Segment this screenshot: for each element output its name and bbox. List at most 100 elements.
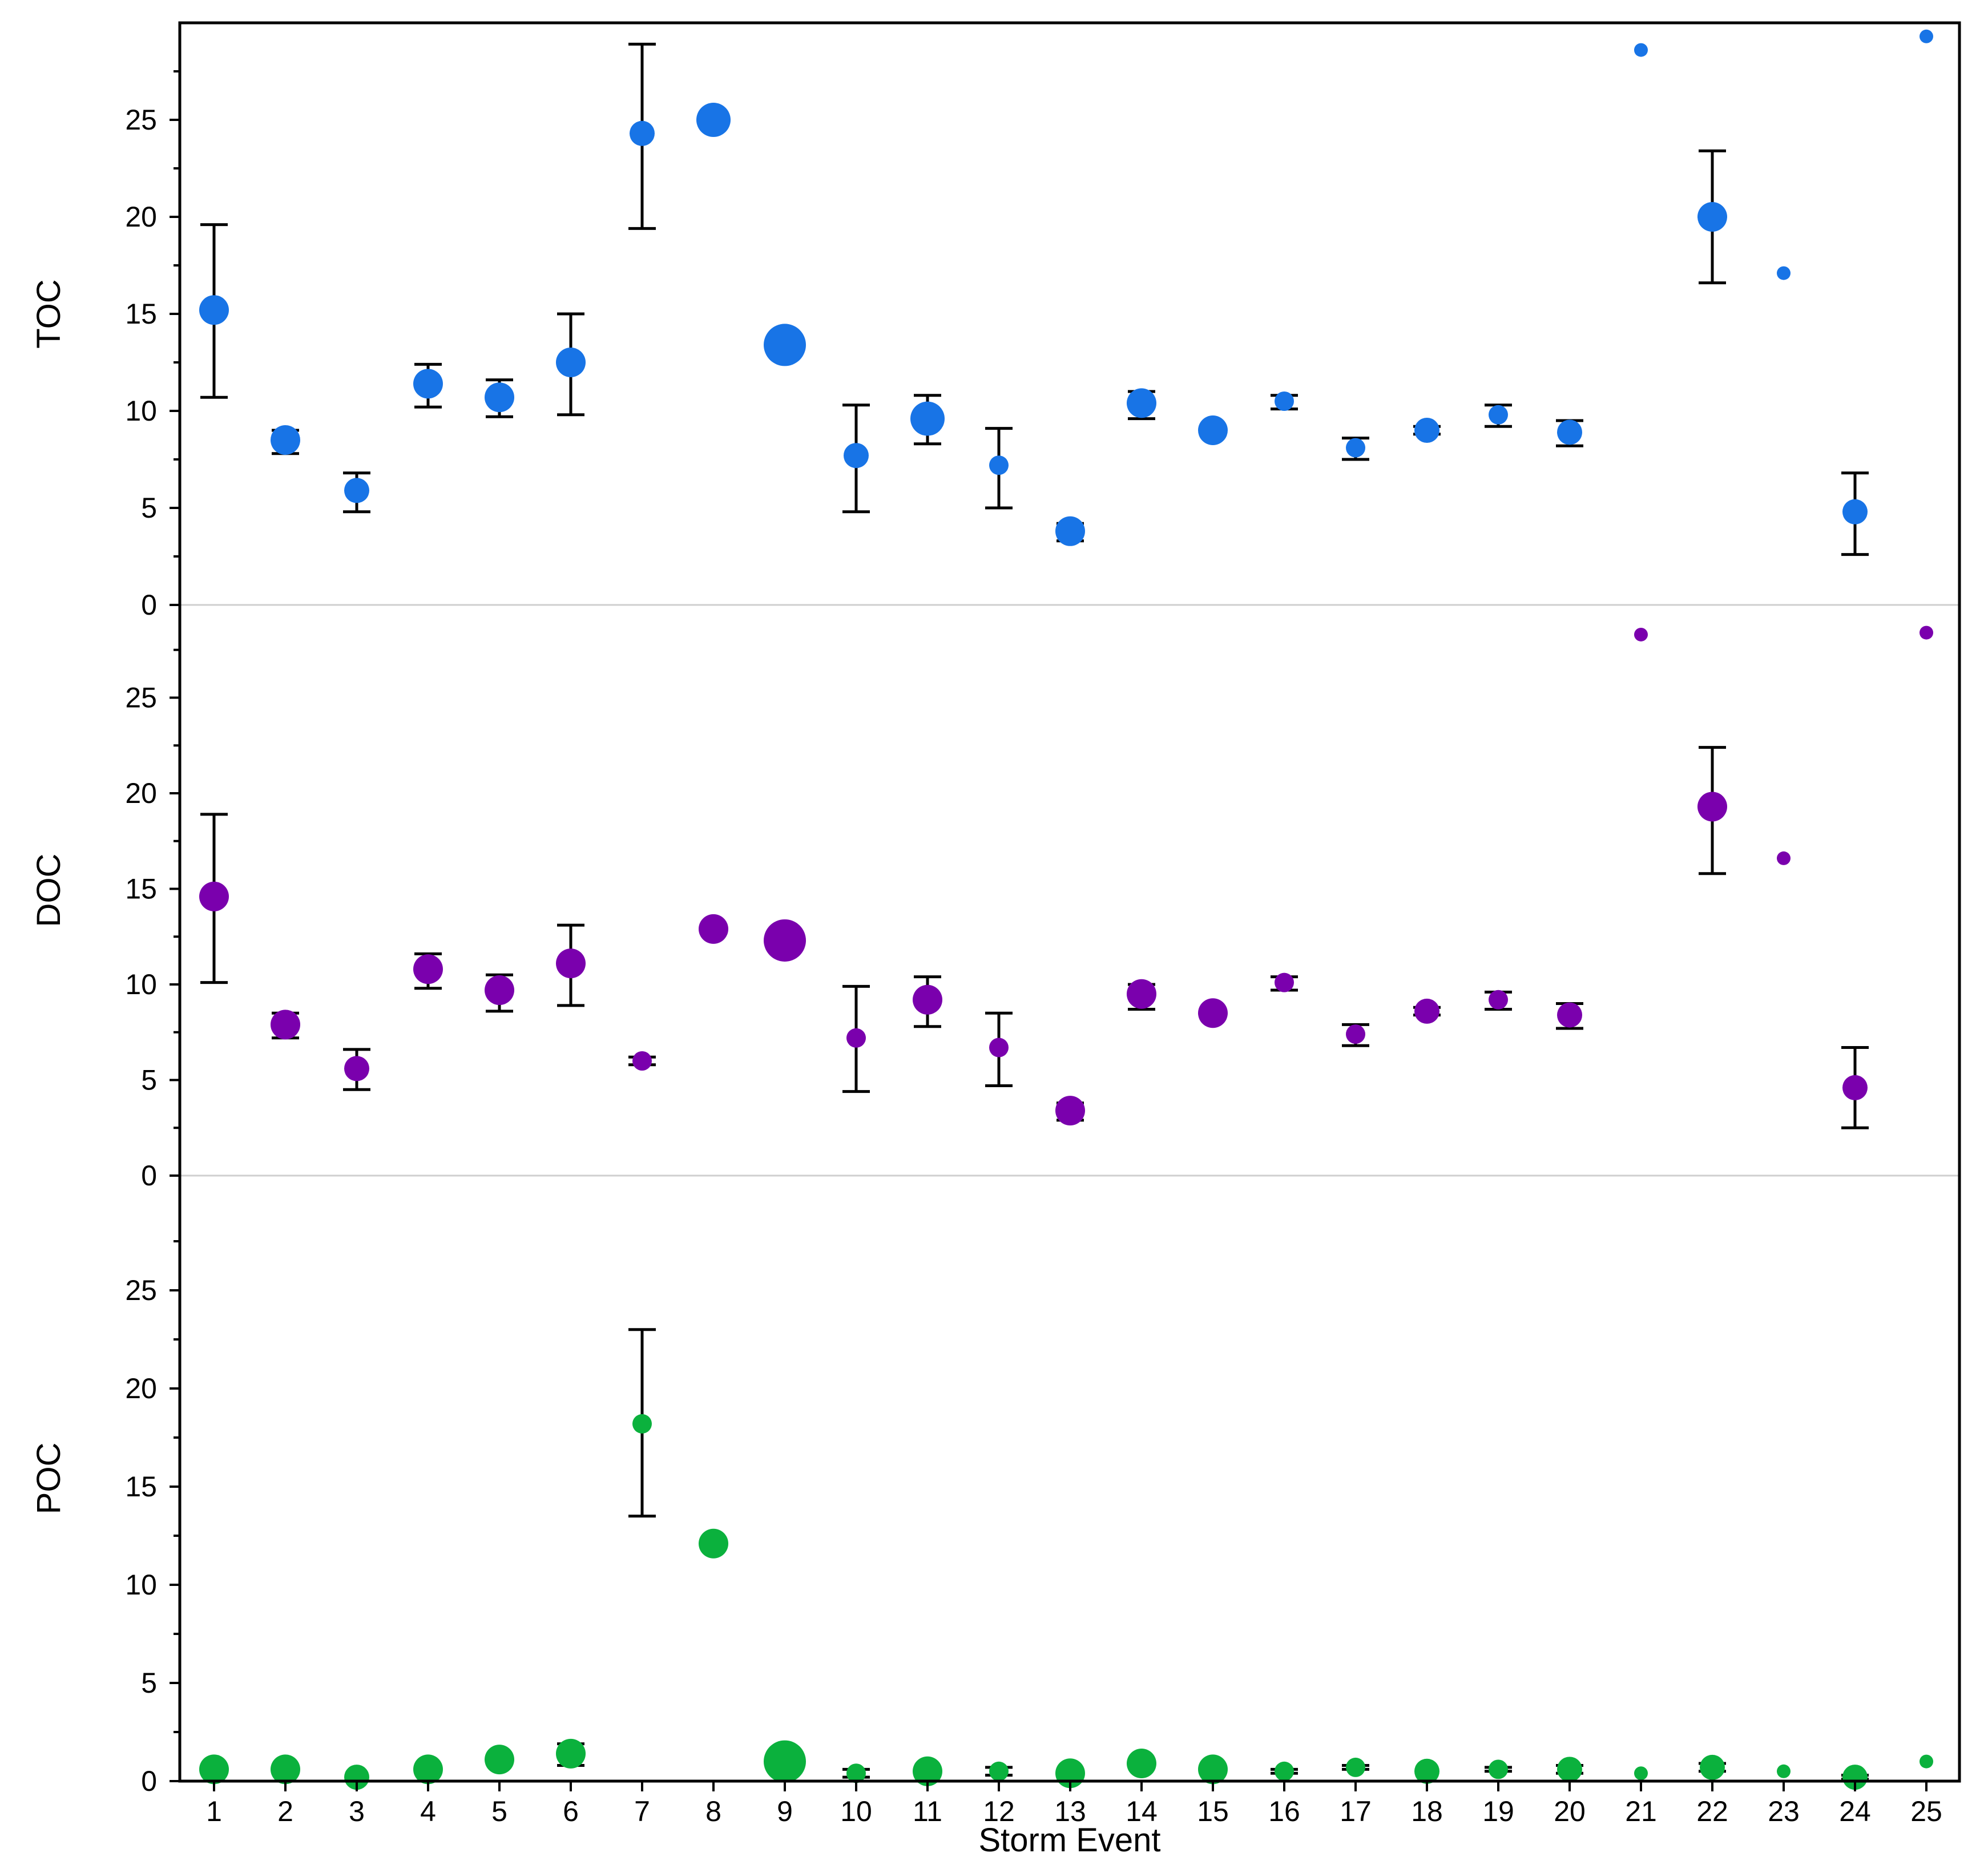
doc-point bbox=[271, 1010, 300, 1040]
toc-point bbox=[1557, 419, 1582, 445]
doc-y-tick-label: 15 bbox=[125, 873, 157, 905]
poc-point bbox=[699, 1528, 728, 1559]
poc-point bbox=[846, 1763, 866, 1783]
toc-point bbox=[989, 455, 1009, 475]
toc-point bbox=[1777, 266, 1791, 280]
doc-point bbox=[1275, 972, 1294, 992]
doc-point bbox=[1920, 625, 1933, 640]
poc-y-tick-label: 0 bbox=[141, 1765, 157, 1797]
poc-point bbox=[413, 1754, 443, 1785]
x-tick-label: 12 bbox=[983, 1795, 1015, 1827]
poc-point bbox=[1275, 1761, 1294, 1781]
toc-point bbox=[1920, 29, 1933, 43]
poc-point bbox=[1777, 1764, 1791, 1778]
poc-point bbox=[485, 1745, 514, 1775]
toc-point bbox=[344, 478, 369, 503]
x-tick-label: 23 bbox=[1768, 1795, 1800, 1827]
poc-point bbox=[1414, 1758, 1439, 1784]
toc-point bbox=[1697, 202, 1727, 232]
doc-point bbox=[913, 984, 942, 1015]
poc-y-tick-label: 10 bbox=[125, 1569, 157, 1601]
toc-point bbox=[764, 324, 806, 366]
poc-y-tick-label: 25 bbox=[125, 1274, 157, 1306]
poc-y-tick-label: 5 bbox=[141, 1667, 157, 1699]
toc-point bbox=[1489, 405, 1508, 425]
toc-y-tick-label: 20 bbox=[125, 201, 157, 233]
x-tick-label: 13 bbox=[1054, 1795, 1086, 1827]
doc-point bbox=[485, 975, 514, 1006]
x-tick-label: 16 bbox=[1268, 1795, 1300, 1827]
doc-point bbox=[1634, 627, 1648, 641]
poc-point bbox=[989, 1761, 1009, 1781]
poc-y-tick-label: 15 bbox=[125, 1471, 157, 1503]
doc-point bbox=[344, 1056, 369, 1081]
doc-point bbox=[764, 919, 806, 962]
toc-point bbox=[1414, 418, 1439, 443]
doc-point bbox=[846, 1028, 866, 1048]
poc-point bbox=[913, 1756, 942, 1786]
poc-point bbox=[1634, 1766, 1648, 1781]
x-tick-label: 15 bbox=[1197, 1795, 1229, 1827]
doc-point bbox=[1489, 990, 1508, 1010]
x-tick-label: 22 bbox=[1696, 1795, 1728, 1827]
poc-point bbox=[1346, 1757, 1365, 1777]
poc-y-tick-label: 20 bbox=[125, 1373, 157, 1404]
poc-point bbox=[199, 1754, 229, 1785]
poc-point bbox=[632, 1414, 652, 1434]
x-axis-title: Storm Event bbox=[978, 1822, 1160, 1859]
doc-point bbox=[1198, 998, 1228, 1028]
doc-point bbox=[699, 914, 728, 944]
toc-point bbox=[1127, 388, 1156, 418]
doc-point bbox=[1557, 1002, 1582, 1028]
x-tick-label: 18 bbox=[1411, 1795, 1443, 1827]
doc-point bbox=[632, 1051, 652, 1071]
plot-frame bbox=[178, 21, 1961, 1783]
x-tick-label: 2 bbox=[277, 1795, 293, 1827]
poc-point bbox=[271, 1754, 300, 1785]
x-axis: 1 2 3 4 5 6 7 8 9 10 11 12 13 14 15 16 17 18 19 20 21 22 23 24 2… bbox=[206, 1781, 1942, 1827]
toc-point bbox=[271, 425, 300, 455]
toc-point bbox=[910, 401, 945, 436]
toc-point bbox=[696, 103, 731, 137]
doc-y-tick-label: 10 bbox=[125, 968, 157, 1000]
toc-point bbox=[1634, 43, 1648, 57]
poc-point bbox=[556, 1738, 586, 1769]
poc-point bbox=[1920, 1754, 1933, 1769]
panel-dividers bbox=[180, 604, 1959, 1177]
x-tick-label: 21 bbox=[1625, 1795, 1657, 1827]
toc-point bbox=[1842, 499, 1868, 524]
poc-point bbox=[1700, 1754, 1725, 1780]
x-tick-label: 3 bbox=[349, 1795, 365, 1827]
poc-point bbox=[1489, 1759, 1508, 1779]
x-tick-label: 14 bbox=[1126, 1795, 1158, 1827]
toc-point bbox=[485, 382, 514, 413]
x-tick-label: 17 bbox=[1340, 1795, 1372, 1827]
x-tick-label: 6 bbox=[563, 1795, 579, 1827]
toc-point bbox=[1055, 516, 1085, 546]
doc-point bbox=[1127, 979, 1156, 1009]
x-tick-label: 25 bbox=[1910, 1795, 1942, 1827]
x-tick-label: 5 bbox=[491, 1795, 507, 1827]
x-tick-label: 1 bbox=[206, 1795, 222, 1827]
toc-y-tick-label: 0 bbox=[141, 589, 157, 621]
doc-point bbox=[413, 954, 443, 984]
x-tick-label: 11 bbox=[913, 1795, 942, 1827]
toc-y-tick-label: 25 bbox=[125, 104, 157, 136]
x-tick-label: 8 bbox=[705, 1795, 721, 1827]
doc-point bbox=[1777, 851, 1791, 865]
poc-point bbox=[344, 1765, 369, 1790]
doc-y-tick-label: 5 bbox=[141, 1064, 157, 1096]
toc-point bbox=[199, 295, 229, 325]
poc-axis-title: POC bbox=[30, 1443, 67, 1515]
toc-point bbox=[1198, 415, 1228, 445]
poc-point bbox=[764, 1740, 806, 1783]
toc-point bbox=[630, 120, 655, 146]
doc-point bbox=[1697, 792, 1727, 822]
x-tick-label: 24 bbox=[1839, 1795, 1871, 1827]
doc-point bbox=[199, 881, 229, 911]
doc-point bbox=[1414, 998, 1439, 1024]
doc-point bbox=[1346, 1024, 1365, 1044]
x-tick-label: 4 bbox=[420, 1795, 436, 1827]
